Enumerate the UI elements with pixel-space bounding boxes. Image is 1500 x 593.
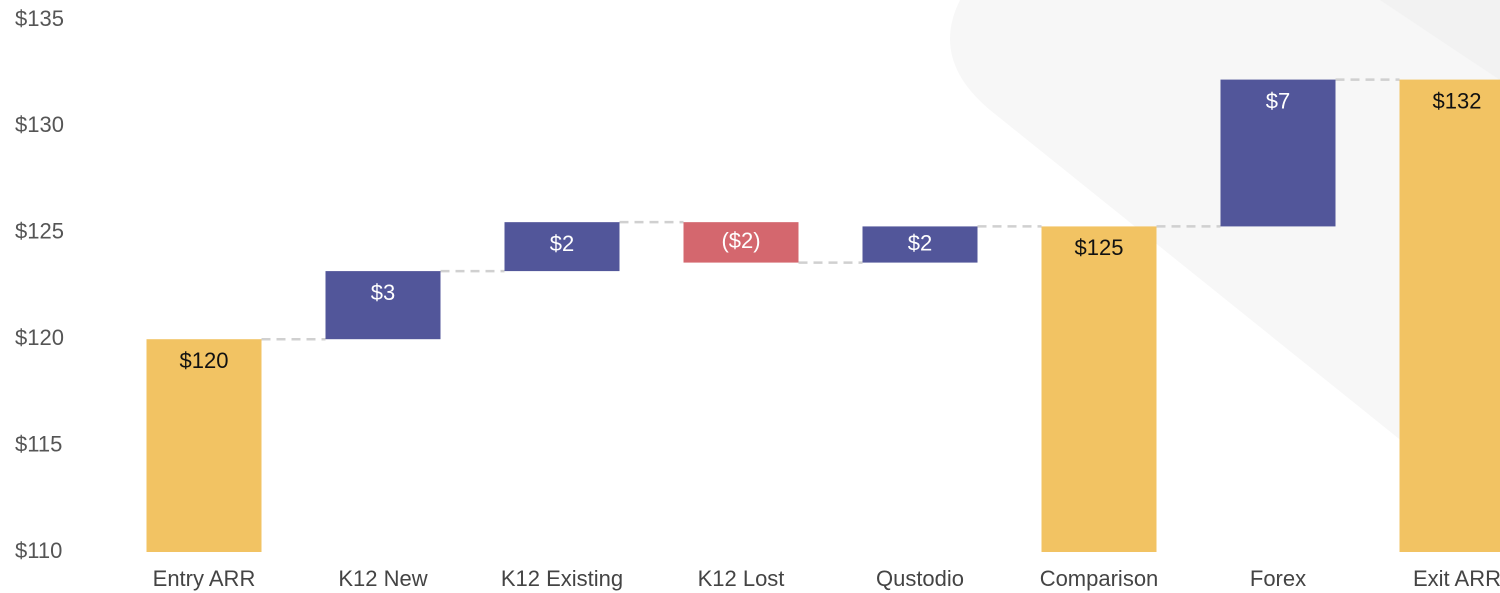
value-label: $125	[1075, 235, 1124, 260]
x-tick-label: K12 Lost	[698, 566, 785, 591]
x-tick-label: K12 Existing	[501, 566, 623, 591]
bar	[683, 222, 799, 263]
x-tick-label: Qustodio	[876, 566, 964, 591]
value-label: $3	[371, 280, 395, 305]
bar	[504, 222, 620, 272]
y-tick-label: $110	[15, 538, 62, 563]
x-tick-label: Forex	[1250, 566, 1306, 591]
bar	[1220, 79, 1336, 227]
value-label: $2	[550, 231, 574, 256]
bar	[1399, 79, 1500, 553]
bar	[146, 339, 262, 552]
value-label: $7	[1266, 88, 1290, 113]
value-label: ($2)	[721, 228, 760, 253]
background-shape	[1380, 0, 1500, 80]
y-tick-label: $135	[15, 6, 64, 31]
y-tick-label: $125	[15, 219, 64, 244]
x-tick-label: Exit ARR	[1413, 566, 1500, 591]
background-shape	[950, 0, 1500, 520]
bar	[325, 271, 441, 340]
y-tick-label: $120	[15, 325, 64, 350]
x-tick-label: Entry ARR	[153, 566, 256, 591]
value-label: $2	[908, 230, 932, 255]
x-tick-label: Comparison	[1040, 566, 1159, 591]
y-tick-label: $115	[15, 431, 62, 456]
bar	[862, 226, 978, 263]
value-label: $120	[180, 348, 229, 373]
x-tick-label: K12 New	[338, 566, 427, 591]
value-label: $132	[1433, 88, 1482, 113]
y-tick-label: $130	[15, 112, 64, 137]
bar	[1041, 226, 1157, 552]
